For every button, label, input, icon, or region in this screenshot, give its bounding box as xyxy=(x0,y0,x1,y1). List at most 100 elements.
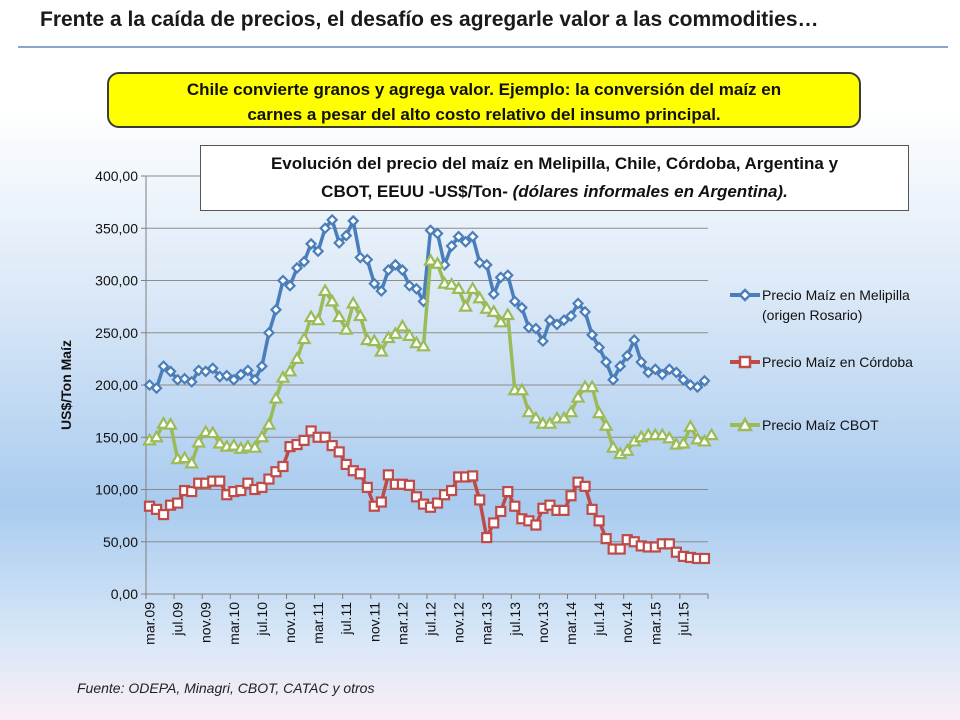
data-point xyxy=(528,410,544,424)
y-tick-label: 250,00 xyxy=(95,325,138,341)
data-point xyxy=(150,382,163,395)
y-tick-label: 100,00 xyxy=(95,482,138,498)
data-point xyxy=(452,230,465,243)
data-point xyxy=(586,503,598,515)
chart-gridlines xyxy=(146,175,708,595)
data-point xyxy=(319,431,331,443)
data-point xyxy=(312,245,325,258)
data-point xyxy=(275,369,291,383)
data-point xyxy=(430,256,445,269)
title-divider xyxy=(18,46,948,48)
data-point xyxy=(268,390,284,404)
data-point xyxy=(368,277,381,290)
data-point xyxy=(326,213,339,226)
data-point xyxy=(698,552,711,565)
data-point xyxy=(263,473,275,485)
x-tick-label: mar.10 xyxy=(226,602,242,645)
source-note: Fuente: ODEPA, Minagri, CBOT, CATAC y ot… xyxy=(77,680,375,696)
data-point xyxy=(347,214,360,227)
data-point xyxy=(663,538,675,550)
x-tick-label: nov.12 xyxy=(451,602,467,643)
data-point xyxy=(205,425,221,439)
legend-marker-cordoba xyxy=(730,355,760,369)
data-point xyxy=(157,360,170,373)
chart-title-line-1: Evolución del precio del maíz en Melipil… xyxy=(270,154,839,173)
data-point xyxy=(305,425,317,437)
data-point xyxy=(649,363,662,376)
data-point xyxy=(614,543,626,555)
data-point xyxy=(375,496,387,508)
data-point xyxy=(277,460,289,473)
data-point xyxy=(683,419,698,432)
data-point xyxy=(586,328,599,341)
data-point xyxy=(172,497,184,509)
data-point xyxy=(619,443,635,456)
data-point xyxy=(184,455,200,469)
data-point xyxy=(579,480,591,492)
chart-title-line-2: CBOT, EEUU -US$/Ton- (dólares informales… xyxy=(201,178,908,206)
data-point xyxy=(256,481,268,494)
data-point xyxy=(431,227,444,240)
data-point xyxy=(227,373,240,386)
data-point xyxy=(474,494,486,506)
data-point xyxy=(410,491,423,503)
data-point xyxy=(319,222,332,235)
data-point xyxy=(283,279,297,292)
data-point xyxy=(621,349,634,362)
data-point xyxy=(677,373,690,386)
data-point xyxy=(698,374,711,387)
data-point xyxy=(635,355,648,369)
data-point xyxy=(331,309,347,323)
data-point xyxy=(382,469,394,481)
data-point xyxy=(579,305,592,318)
data-point xyxy=(472,290,488,304)
data-point xyxy=(479,301,495,314)
data-point xyxy=(396,263,409,277)
data-point xyxy=(373,343,389,357)
chart-series xyxy=(142,213,719,565)
x-tick-label: mar.13 xyxy=(479,602,495,645)
data-point xyxy=(305,237,318,250)
data-point xyxy=(501,269,514,282)
data-point xyxy=(607,373,620,386)
data-point xyxy=(480,258,493,271)
data-point xyxy=(226,437,242,451)
x-tick-label: nov.09 xyxy=(198,602,214,643)
data-point xyxy=(410,282,423,295)
x-tick-label: jul.11 xyxy=(338,602,354,636)
data-point xyxy=(550,318,564,331)
legend-label-melipilla-line-1: Precio Maíz en Melipilla xyxy=(762,287,910,303)
y-tick-label: 150,00 xyxy=(95,429,138,445)
data-point xyxy=(186,485,198,498)
data-point xyxy=(164,365,177,378)
data-point xyxy=(338,321,354,335)
callout-line-2: carnes a pesar del alto costo relativo d… xyxy=(247,105,721,124)
data-point xyxy=(352,308,368,322)
data-point xyxy=(691,381,704,394)
legend-label-melipilla: Precio Maíz en Melipilla (origen Rosario… xyxy=(762,285,952,325)
x-tick-label: nov.11 xyxy=(366,602,382,642)
x-tick-label: nov.14 xyxy=(619,602,635,643)
data-point xyxy=(656,368,669,381)
data-point xyxy=(654,427,670,441)
data-point xyxy=(670,366,683,379)
data-point xyxy=(317,283,333,297)
x-tick-label: jul.12 xyxy=(423,602,439,637)
data-point xyxy=(206,362,219,375)
x-tick-label: mar.11 xyxy=(310,602,326,644)
data-point xyxy=(481,531,493,544)
data-point xyxy=(466,230,479,243)
series-1 xyxy=(143,425,711,565)
data-point xyxy=(345,295,361,309)
data-point xyxy=(290,261,304,275)
y-axis-tick-labels: 0,00 50,00 100,00 150,00 200,00 250,00 300,00 3… xyxy=(95,168,138,602)
data-point xyxy=(486,304,502,317)
data-point xyxy=(593,341,606,354)
data-point xyxy=(234,368,247,381)
data-point xyxy=(487,288,500,301)
y-axis-label: US$/Ton Maíz xyxy=(58,340,74,430)
data-point xyxy=(690,431,705,445)
data-point xyxy=(557,314,571,327)
data-point xyxy=(340,458,352,471)
data-point xyxy=(600,533,612,545)
